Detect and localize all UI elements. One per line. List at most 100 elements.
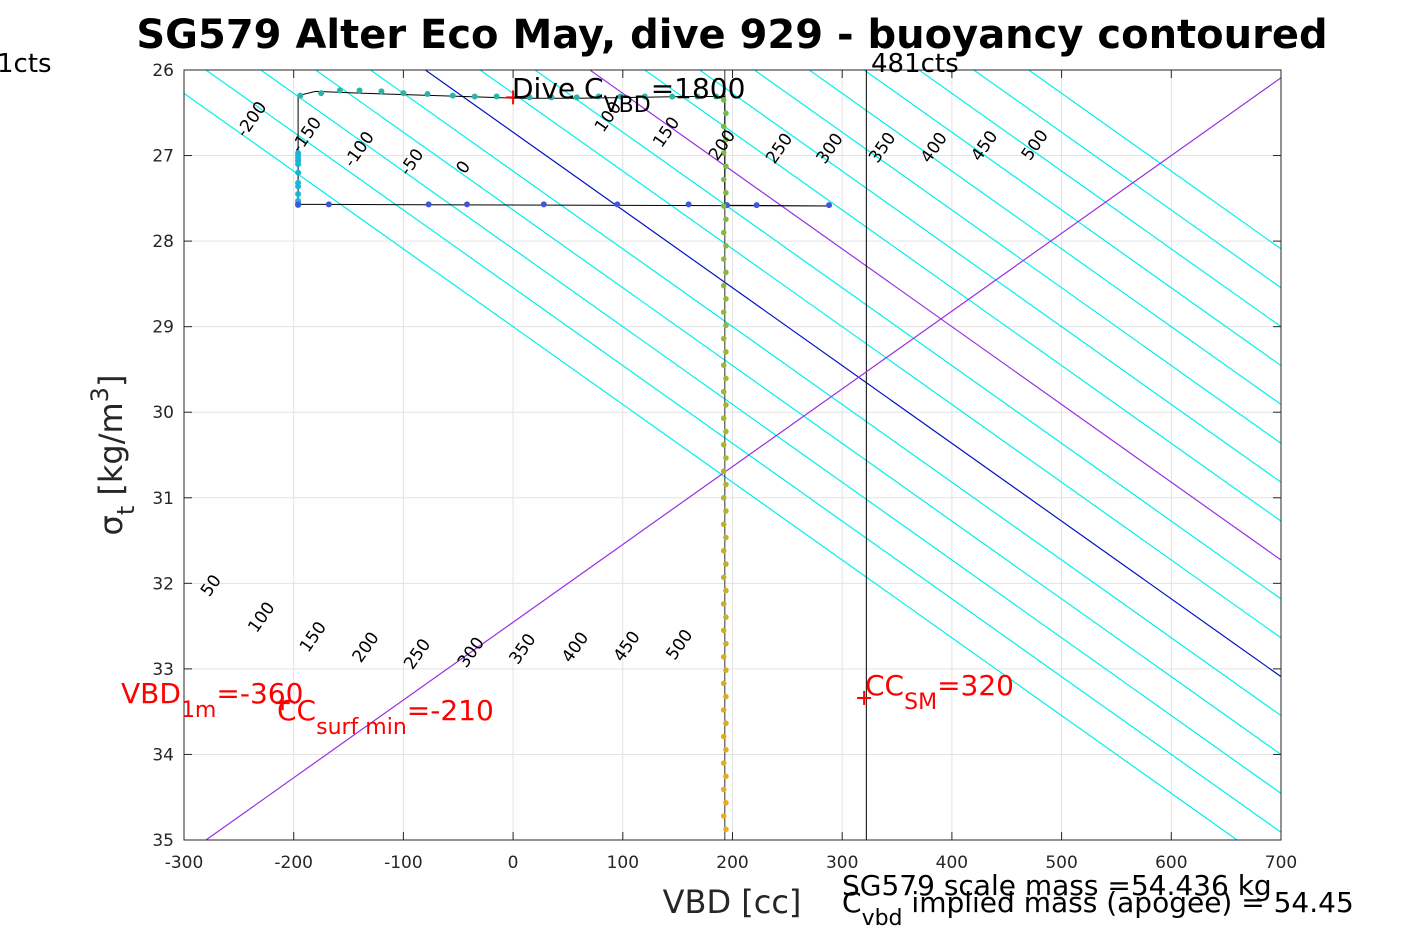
point-column-50	[720, 760, 727, 766]
y-tick-label: 35	[152, 831, 174, 851]
point-column-39	[723, 614, 729, 620]
point-column-49	[723, 746, 729, 753]
y-tick-label: 32	[152, 574, 174, 594]
x-tick-label: 100	[607, 853, 639, 873]
point-column-48	[720, 733, 727, 740]
point-column-10	[720, 229, 727, 236]
point-column-33	[723, 534, 729, 541]
point-column-45	[723, 693, 729, 700]
y-axis-label: σt [kg/m3]	[86, 375, 140, 536]
cc-surf-min-annotation: CCsurf min=-210	[277, 694, 494, 740]
contour-line-8	[589, 70, 1281, 561]
reference-line-2	[205, 77, 1281, 840]
x-tick-label: 500	[1045, 853, 1077, 873]
point-column-19	[723, 349, 729, 355]
point-column-11	[723, 243, 729, 249]
point-column-15	[723, 296, 729, 302]
point-column-32	[720, 521, 727, 528]
point-bottom-leg-6	[685, 201, 692, 208]
point-surface-11	[548, 94, 555, 101]
marker-cc-sm	[857, 690, 872, 705]
left-counts-label: 1cts	[0, 49, 52, 79]
point-column-24	[720, 415, 727, 422]
point-surface-9	[493, 93, 500, 100]
point-column-35	[723, 561, 729, 567]
contour-line-3	[315, 70, 1281, 756]
contour-line-10	[699, 70, 1281, 483]
point-column-14	[720, 282, 727, 289]
point-left-leg-7	[295, 183, 302, 190]
point-surface-8	[471, 93, 478, 100]
x-axis-ticks: -300 -200 -100 0 100 200 300 400 500 600 700	[165, 70, 1297, 873]
vbd-1m-annotation: VBD1m=-360	[121, 677, 303, 723]
point-bottom-leg-4	[540, 201, 547, 208]
x-tick-label: 700	[1265, 853, 1297, 873]
x-tick-label: 300	[826, 853, 858, 873]
point-column-26	[720, 441, 727, 448]
y-tick-label: 33	[152, 660, 174, 680]
point-surface-1	[318, 90, 325, 97]
point-column-53	[723, 799, 729, 806]
point-column-21	[723, 375, 729, 382]
contour-line-4	[370, 70, 1281, 717]
point-surface-4	[378, 88, 385, 95]
point-column-3	[723, 136, 729, 143]
point-surface-3	[356, 87, 363, 94]
contour-line-16	[1028, 70, 1281, 250]
point-column-51	[723, 773, 729, 780]
point-column-43	[723, 667, 729, 673]
point-column-25	[723, 428, 729, 435]
chart-title: SG579 Alter Eco May, dive 929 - buoyancy…	[136, 12, 1327, 58]
point-column-44	[720, 680, 727, 687]
y-tick-label: 31	[152, 489, 174, 509]
point-column-8	[720, 203, 727, 209]
point-surface-12	[573, 94, 580, 101]
point-column-7	[723, 189, 729, 196]
contour-line-2	[260, 70, 1281, 795]
contour-line-7	[534, 70, 1281, 600]
point-bottom-leg-1	[325, 201, 332, 208]
contour-line-6	[479, 70, 1281, 639]
point-bottom-leg-3	[464, 201, 471, 208]
point-column-18	[720, 335, 727, 342]
y-tick-label: 27	[152, 147, 174, 167]
point-column-36	[720, 574, 727, 581]
contour-line-5	[424, 70, 1281, 678]
point-bottom-leg-9	[826, 202, 833, 209]
point-left-leg-5	[295, 169, 302, 176]
x-tick-label: 400	[936, 853, 968, 873]
y-tick-label: 34	[152, 745, 174, 765]
point-column-23	[723, 402, 729, 408]
contour-line-11	[754, 70, 1281, 445]
implied-mass-annotation: Cvbd implied mass (apogee) = 54.45	[842, 886, 1354, 931]
point-column-30	[720, 494, 727, 501]
point-column-12	[720, 256, 727, 262]
point-surface-6	[424, 90, 431, 97]
point-column-27	[723, 455, 729, 461]
reference-markers	[275, 90, 872, 711]
point-bottom-leg-0	[295, 201, 302, 208]
point-column-42	[720, 654, 727, 660]
y-axis-ticks: 26 27 28 29 30 31 32 33 34 35	[152, 61, 1281, 851]
dive-cvbd-annotation: Dive CVBD=1800	[512, 72, 745, 118]
x-tick-label: 200	[716, 853, 748, 873]
point-surface-13	[595, 93, 602, 100]
point-left-leg-4	[295, 161, 302, 168]
point-column-1	[723, 110, 729, 117]
point-bottom-leg-8	[753, 202, 760, 209]
point-bottom-leg-5	[614, 201, 621, 208]
dive-points	[295, 87, 833, 833]
x-tick-label: -300	[165, 853, 204, 873]
x-tick-label: 600	[1155, 853, 1187, 873]
point-column-37	[723, 587, 729, 594]
marker-cc-surf-min	[275, 696, 290, 711]
point-column-46	[720, 707, 727, 713]
point-column-17	[723, 322, 729, 329]
point-column-29	[723, 481, 729, 488]
point-surface-2	[336, 87, 343, 94]
point-column-55	[723, 826, 729, 833]
marker-dive-cvbd	[506, 90, 521, 105]
y-tick-label: 29	[152, 318, 174, 338]
point-column-52	[720, 786, 727, 793]
